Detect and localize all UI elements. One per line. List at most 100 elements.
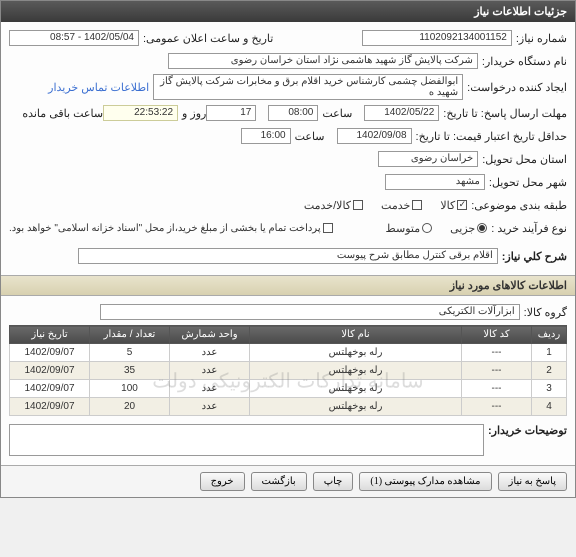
th-index: ردیف <box>532 326 567 344</box>
table-cell: 1402/09/07 <box>10 380 90 398</box>
goods-area: گروه کالا: ابزارآلات الکتریکی سامانه تدا… <box>1 296 575 465</box>
class-both-option[interactable]: کالا/خدمت <box>304 199 363 212</box>
table-cell: 2 <box>532 362 567 380</box>
group-label: گروه کالا: <box>524 306 567 319</box>
row-creator: ایجاد کننده درخواست: ابوالفضل چشمی کارشن… <box>9 74 567 100</box>
remain-label: ساعت باقی مانده <box>22 107 103 120</box>
table-cell: --- <box>462 362 532 380</box>
table-cell: 1402/09/07 <box>10 362 90 380</box>
table-cell: عدد <box>170 380 250 398</box>
th-name: نام کالا <box>250 326 462 344</box>
desc-value: اقلام برقی کنترل مطابق شرح پیوست <box>78 248 498 264</box>
goods-section-label: اطلاعات کالاهای مورد نیاز <box>450 280 567 292</box>
class-radio-group: کالا خدمت کالا/خدمت <box>304 199 467 212</box>
exit-button[interactable]: خروج <box>200 472 245 491</box>
checkbox-icon <box>353 200 363 210</box>
hour-label-1: ساعت <box>322 107 352 120</box>
footer-buttons: پاسخ به نیاز مشاهده مدارک پیوستی (1) چاپ… <box>1 465 575 497</box>
announce-value: 1402/05/04 - 08:57 <box>9 30 139 46</box>
contact-link[interactable]: اطلاعات تماس خریدار <box>48 81 149 94</box>
buyer-value: شرکت پالایش گاز شهید هاشمی نژاد استان خر… <box>168 53 478 69</box>
th-unit: واحد شمارش <box>170 326 250 344</box>
desc-label: شرح کلي نياز: <box>502 250 567 263</box>
pay-note-option: پرداخت تمام یا بخشی از مبلغ خرید،از محل … <box>9 223 333 234</box>
buyer-note-value <box>9 424 484 456</box>
items-table: ردیف کد کالا نام کالا واحد شمارش تعداد /… <box>9 325 567 416</box>
req-no-value: 1102092134001152 <box>362 30 512 46</box>
buy-type-radio-group: جزیی متوسط <box>386 222 488 235</box>
row-buy-type: نوع فرآیند خرید : جزیی متوسط پرداخت تمام… <box>9 218 567 238</box>
deadline-hour: 08:00 <box>268 105 318 121</box>
panel-title: جزئیات اطلاعات نیاز <box>474 6 567 18</box>
buyer-label: نام دستگاه خریدار: <box>482 55 567 68</box>
attachments-button[interactable]: مشاهده مدارک پیوستی (1) <box>359 472 491 491</box>
class-goods-option[interactable]: کالا <box>440 199 467 212</box>
valid-hour: 16:00 <box>241 128 291 144</box>
table-cell: عدد <box>170 398 250 416</box>
details-panel: جزئیات اطلاعات نیاز شماره نیاز: 11020921… <box>0 0 576 498</box>
table-cell: --- <box>462 344 532 362</box>
class-both-label: کالا/خدمت <box>304 199 351 212</box>
buy-mid-label: متوسط <box>386 222 421 235</box>
buy-type-label: نوع فرآیند خرید : <box>491 222 567 235</box>
table-cell: --- <box>462 398 532 416</box>
form-area: شماره نیاز: 1102092134001152 تاریخ و ساع… <box>1 22 575 275</box>
row-province: استان محل تحویل: خراسان رضوی <box>9 149 567 169</box>
deadline-date: 1402/05/22 <box>364 105 439 121</box>
row-deadline: مهلت ارسال پاسخ: تا تاریخ: 1402/05/22 سا… <box>9 103 567 123</box>
row-valid: حداقل تاریخ اعتبار قیمت: تا تاریخ: 1402/… <box>9 126 567 146</box>
deadline-label: مهلت ارسال پاسخ: تا تاریخ: <box>443 107 567 120</box>
th-date: تاریخ نیاز <box>10 326 90 344</box>
table-cell: 4 <box>532 398 567 416</box>
table-row[interactable]: 4---رله بوخهلتسعدد201402/09/07 <box>10 398 567 416</box>
row-desc: شرح کلي نياز: اقلام برقی کنترل مطابق شرح… <box>9 246 567 266</box>
back-button[interactable]: بازگشت <box>251 472 307 491</box>
hour-label-2: ساعت <box>295 130 325 143</box>
buy-minor-label: جزیی <box>450 222 475 235</box>
table-cell: 100 <box>90 380 170 398</box>
province-label: استان محل تحویل: <box>482 153 567 166</box>
class-label: طبقه بندی موضوعی: <box>471 199 567 212</box>
class-goods-label: کالا <box>440 199 455 212</box>
buyer-note-label: توضیحات خریدار: <box>488 424 567 437</box>
radio-icon <box>422 223 432 233</box>
table-cell: 20 <box>90 398 170 416</box>
group-value: ابزارآلات الکتریکی <box>100 304 520 320</box>
class-service-option[interactable]: خدمت <box>381 199 422 212</box>
city-value: مشهد <box>385 174 485 190</box>
day-and-label: روز و <box>182 107 206 120</box>
buy-minor-option[interactable]: جزیی <box>450 222 487 235</box>
print-button[interactable]: چاپ <box>313 472 354 491</box>
table-cell: عدد <box>170 362 250 380</box>
creator-value: ابوالفضل چشمی کارشناس خرید اقلام برق و م… <box>153 74 463 100</box>
req-no-label: شماره نیاز: <box>516 32 567 45</box>
announce-label: تاریخ و ساعت اعلان عمومی: <box>143 32 273 45</box>
buy-mid-option[interactable]: متوسط <box>386 222 433 235</box>
table-cell: 5 <box>90 344 170 362</box>
class-service-label: خدمت <box>381 199 410 212</box>
table-cell: رله بوخهلتس <box>250 362 462 380</box>
table-cell: رله بوخهلتس <box>250 380 462 398</box>
pay-note-label: پرداخت تمام یا بخشی از مبلغ خرید،از محل … <box>9 223 321 234</box>
valid-label: حداقل تاریخ اعتبار قیمت: تا تاریخ: <box>416 130 567 143</box>
table-row[interactable]: 1---رله بوخهلتسعدد51402/09/07 <box>10 344 567 362</box>
table-cell: 35 <box>90 362 170 380</box>
table-header-row: ردیف کد کالا نام کالا واحد شمارش تعداد /… <box>10 326 567 344</box>
checkbox-icon <box>412 200 422 210</box>
th-qty: تعداد / مقدار <box>90 326 170 344</box>
reply-button[interactable]: پاسخ به نیاز <box>498 472 568 491</box>
goods-section-title: اطلاعات کالاهای مورد نیاز <box>1 275 575 296</box>
table-cell: 3 <box>532 380 567 398</box>
checkbox-icon <box>457 200 467 210</box>
checkbox-icon <box>323 223 333 233</box>
table-cell: 1402/09/07 <box>10 344 90 362</box>
valid-date: 1402/09/08 <box>337 128 412 144</box>
row-city: شهر محل تحویل: مشهد <box>9 172 567 192</box>
table-row[interactable]: 3---رله بوخهلتسعدد1001402/09/07 <box>10 380 567 398</box>
table-row[interactable]: 2---رله بوخهلتسعدد351402/09/07 <box>10 362 567 380</box>
row-buyer-note: توضیحات خریدار: <box>9 424 567 456</box>
remain-time: 22:53:22 <box>103 105 178 121</box>
panel-header: جزئیات اطلاعات نیاز <box>1 1 575 22</box>
table-cell: عدد <box>170 344 250 362</box>
table-cell: 1 <box>532 344 567 362</box>
